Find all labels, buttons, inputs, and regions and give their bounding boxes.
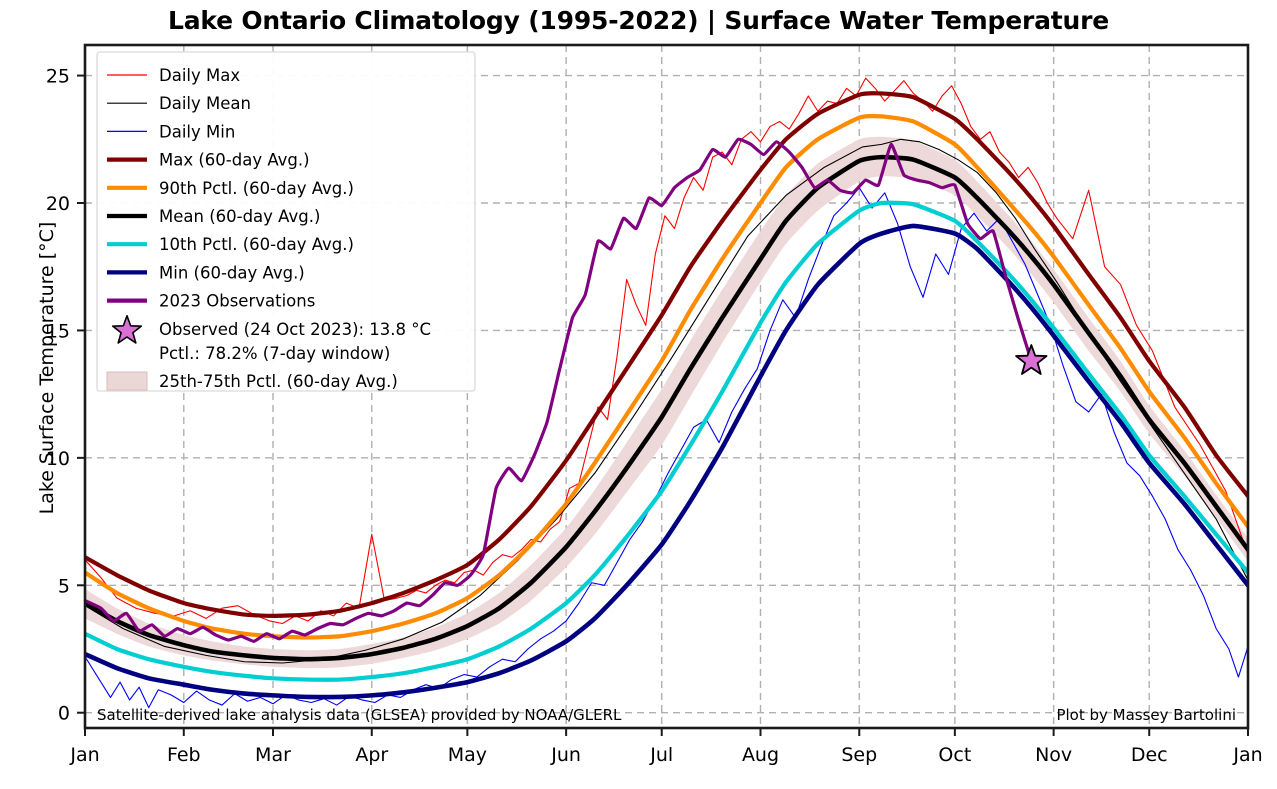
- star-icon[interactable]: [1015, 344, 1048, 375]
- legend[interactable]: Daily Max Daily Mean Daily Min Max (60-day …: [96, 51, 476, 392]
- x-tick-label: Apr: [355, 744, 388, 766]
- legend-label: Daily Max: [159, 66, 240, 85]
- x-tick-label: Mar: [255, 744, 291, 766]
- legend-label-secondary: Pctl.: 78.2% (7-day window): [159, 344, 390, 363]
- climatology-series-lines: [85, 91, 1248, 700]
- page-title: Lake Ontario Climatology (1995-2022) | S…: [167, 6, 1110, 35]
- series-daily-max: [85, 77, 1248, 625]
- y-tick-label: 10: [46, 448, 70, 470]
- x-tick-label: Jan: [1232, 744, 1262, 766]
- legend-item[interactable]: 10th Pctl. (60-day Avg.): [107, 235, 354, 254]
- legend-item[interactable]: 90th Pctl. (60-day Avg.): [107, 179, 354, 198]
- legend-label: Min (60-day Avg.): [159, 263, 305, 282]
- x-tick-label: Nov: [1035, 744, 1072, 766]
- data-source-note: Satellite-derived lake analysis data (GL…: [97, 706, 622, 724]
- legend-label: 90th Pctl. (60-day Avg.): [159, 179, 354, 198]
- plot-credit-note: Plot by Massey Bartolini: [1056, 706, 1236, 724]
- x-tick-label: Oct: [938, 744, 971, 766]
- observation-marker[interactable]: [1015, 344, 1048, 375]
- x-tick-label: May: [448, 744, 487, 766]
- legend-label: Max (60-day Avg.): [159, 151, 310, 170]
- y-tick-label: 5: [58, 575, 70, 597]
- series-mean-60-day-avg-: [85, 154, 1248, 662]
- legend-label: 2023 Observations: [159, 292, 315, 311]
- legend-item[interactable]: Max (60-day Avg.): [107, 151, 310, 170]
- percentile-band: [85, 136, 1248, 669]
- legend-label: Daily Mean: [159, 94, 251, 113]
- y-tick-label: 20: [46, 193, 70, 215]
- legend-box: [96, 51, 476, 392]
- x-tick-label: Sep: [841, 744, 877, 766]
- legend-label: Daily Min: [159, 122, 235, 141]
- series-min-60-day-avg-: [85, 223, 1248, 700]
- legend-item[interactable]: Min (60-day Avg.): [107, 263, 305, 282]
- series-2023-observations: [85, 137, 1033, 643]
- y-tick-label: 15: [46, 320, 70, 342]
- series-max-60-day-avg-: [85, 91, 1248, 618]
- x-tick-label: Jan: [69, 744, 99, 766]
- star-icon: [111, 314, 143, 344]
- legend-label: 25th-75th Pctl. (60-day Avg.): [159, 372, 398, 391]
- legend-item[interactable]: Observed (24 Oct 2023): 13.8 °C Pctl.: 78…: [111, 314, 431, 363]
- x-tick-label: Dec: [1131, 744, 1168, 766]
- legend-label: Observed (24 Oct 2023): 13.8 °C: [159, 320, 431, 339]
- legend-item[interactable]: Mean (60-day Avg.): [107, 207, 320, 226]
- legend-item[interactable]: 2023 Observations: [107, 292, 315, 311]
- series-daily-min: [85, 187, 1248, 709]
- y-tick-label: 0: [58, 703, 70, 725]
- legend-item[interactable]: Daily Mean: [107, 94, 251, 113]
- y-tick-label: 25: [46, 66, 70, 88]
- x-tick-label: Jul: [649, 744, 673, 766]
- legend-label: Mean (60-day Avg.): [159, 207, 320, 226]
- tick-labels: 0 5 10 15 20 25 Jan Feb Mar Apr May Jun Jul Aug Sep Oct…: [46, 66, 1263, 766]
- series-10th-pctl-60-day-avg-: [85, 200, 1248, 682]
- axis-frame: [77, 43, 1250, 736]
- legend-label: 10th Pctl. (60-day Avg.): [159, 235, 354, 254]
- x-tick-label: Feb: [167, 744, 201, 766]
- swatch-icon: [106, 371, 148, 391]
- legend-item[interactable]: Daily Max: [107, 66, 240, 85]
- x-tick-label: Jun: [550, 744, 581, 766]
- x-tick-label: Aug: [742, 744, 779, 766]
- legend-item[interactable]: Daily Min: [107, 122, 235, 141]
- legend-item[interactable]: 25th-75th Pctl. (60-day Avg.): [106, 371, 398, 391]
- corner-notes: Satellite-derived lake analysis data (GL…: [97, 706, 1236, 724]
